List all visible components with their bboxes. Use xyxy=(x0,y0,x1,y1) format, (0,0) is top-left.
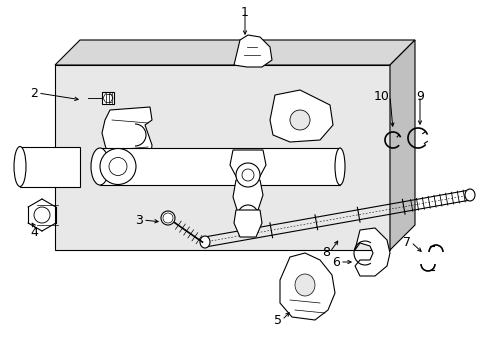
Bar xyxy=(102,92,114,104)
Bar xyxy=(20,147,80,186)
Circle shape xyxy=(163,213,173,223)
Ellipse shape xyxy=(200,236,209,248)
Ellipse shape xyxy=(14,147,26,186)
Circle shape xyxy=(100,148,136,185)
Polygon shape xyxy=(55,40,414,65)
Circle shape xyxy=(236,163,260,187)
Polygon shape xyxy=(280,253,334,320)
Polygon shape xyxy=(354,228,389,276)
Text: 5: 5 xyxy=(273,314,282,327)
Circle shape xyxy=(238,205,258,225)
Text: 8: 8 xyxy=(321,246,329,258)
Text: 6: 6 xyxy=(331,256,339,269)
Text: 9: 9 xyxy=(415,90,423,103)
Circle shape xyxy=(34,207,50,223)
Polygon shape xyxy=(269,90,332,142)
Polygon shape xyxy=(234,35,271,67)
Text: 1: 1 xyxy=(241,5,248,18)
Text: 3: 3 xyxy=(135,213,142,226)
Polygon shape xyxy=(232,180,263,213)
Polygon shape xyxy=(102,107,152,163)
Text: 4: 4 xyxy=(30,225,38,239)
Polygon shape xyxy=(389,40,414,250)
Ellipse shape xyxy=(161,211,175,225)
Text: 10: 10 xyxy=(373,90,389,103)
Text: 7: 7 xyxy=(402,235,410,248)
Ellipse shape xyxy=(294,274,314,296)
Polygon shape xyxy=(55,65,389,250)
Text: 2: 2 xyxy=(30,86,38,99)
Bar xyxy=(100,148,339,185)
Circle shape xyxy=(109,158,127,176)
Polygon shape xyxy=(234,210,262,237)
Ellipse shape xyxy=(91,148,109,185)
Ellipse shape xyxy=(334,148,345,185)
Polygon shape xyxy=(229,150,265,180)
Ellipse shape xyxy=(464,189,474,201)
Circle shape xyxy=(242,169,253,181)
Circle shape xyxy=(289,110,309,130)
